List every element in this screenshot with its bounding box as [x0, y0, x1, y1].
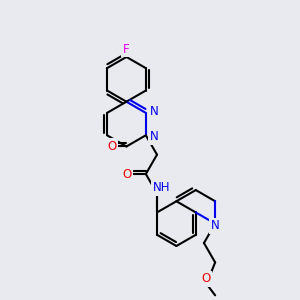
- Text: N: N: [150, 105, 158, 118]
- Text: N: N: [150, 130, 158, 143]
- Text: O: O: [122, 167, 131, 181]
- Text: NH: NH: [152, 181, 170, 194]
- Text: F: F: [123, 43, 130, 56]
- Text: N: N: [211, 220, 220, 232]
- Text: O: O: [201, 272, 210, 285]
- Text: O: O: [107, 140, 116, 153]
